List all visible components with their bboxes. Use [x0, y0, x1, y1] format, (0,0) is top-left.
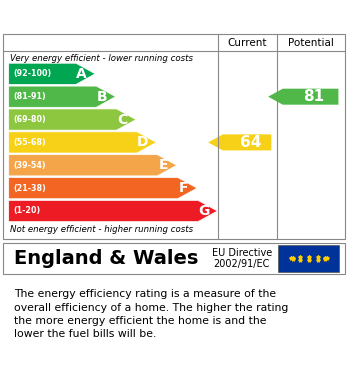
Text: Energy Efficiency Rating: Energy Efficiency Rating [10, 8, 251, 26]
Polygon shape [9, 155, 177, 176]
Text: England & Wales: England & Wales [14, 249, 198, 268]
Text: (69-80): (69-80) [13, 115, 46, 124]
Text: 81: 81 [303, 89, 325, 104]
Polygon shape [268, 89, 338, 105]
Text: A: A [76, 67, 87, 81]
Text: (92-100): (92-100) [13, 69, 51, 78]
Polygon shape [9, 63, 95, 84]
Text: Potential: Potential [288, 38, 333, 48]
Text: G: G [198, 204, 209, 218]
Polygon shape [9, 86, 116, 107]
Bar [278, 245, 339, 272]
Text: (81-91): (81-91) [13, 92, 46, 101]
Text: C: C [117, 113, 127, 127]
Text: Not energy efficient - higher running costs: Not energy efficient - higher running co… [10, 225, 193, 234]
Text: (39-54): (39-54) [13, 161, 46, 170]
Text: (55-68): (55-68) [13, 138, 46, 147]
Text: F: F [179, 181, 188, 195]
Text: E: E [158, 158, 168, 172]
Text: B: B [97, 90, 108, 104]
Polygon shape [9, 178, 197, 199]
Text: (21-38): (21-38) [13, 184, 46, 193]
Polygon shape [208, 135, 271, 151]
Text: (1-20): (1-20) [13, 206, 40, 215]
Polygon shape [9, 132, 156, 153]
Text: 64: 64 [240, 135, 261, 150]
Text: D: D [137, 135, 149, 149]
Polygon shape [9, 201, 217, 222]
Text: EU Directive
2002/91/EC: EU Directive 2002/91/EC [212, 248, 272, 269]
Text: Very energy efficient - lower running costs: Very energy efficient - lower running co… [10, 54, 193, 63]
Text: Current: Current [227, 38, 267, 48]
Polygon shape [9, 109, 136, 130]
Text: The energy efficiency rating is a measure of the
overall efficiency of a home. T: The energy efficiency rating is a measur… [14, 289, 288, 339]
